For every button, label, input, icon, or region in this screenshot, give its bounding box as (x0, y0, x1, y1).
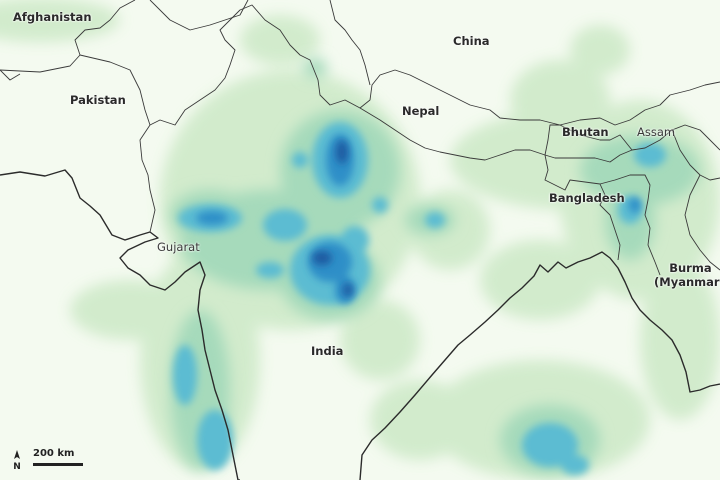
label-pakistan: Pakistan (70, 93, 126, 107)
label-bhutan: Bhutan (562, 125, 609, 139)
label-china: China (453, 34, 490, 48)
label-burma-name: Burma (669, 261, 712, 275)
label-india: India (311, 344, 344, 358)
scale-bar-label: 200 km (33, 448, 75, 459)
label-bangladesh: Bangladesh (549, 191, 625, 205)
scale-indicator: N 200 km (8, 447, 98, 475)
coastline (0, 169, 720, 480)
north-arrow-icon: N (13, 450, 21, 471)
scale-bar (33, 463, 83, 466)
label-nepal: Nepal (402, 104, 440, 118)
label-assam: Assam (637, 125, 676, 139)
label-burma-alt-name: (Myanmar) (654, 275, 720, 289)
label-burma: Burma (Myanmar) (654, 261, 720, 289)
borders (0, 0, 720, 276)
label-afghanistan: Afghanistan (13, 10, 92, 24)
label-gujarat: Gujarat (157, 240, 200, 254)
north-arrow-letter: N (13, 462, 21, 471)
rainfall-extreme-layer (312, 140, 353, 297)
